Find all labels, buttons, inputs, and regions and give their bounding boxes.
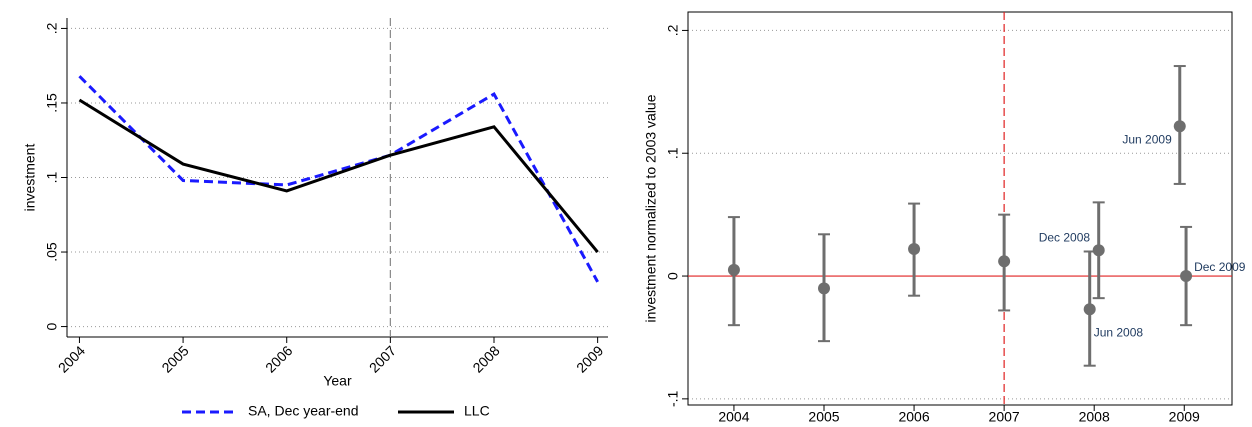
y-tick-label: 0 xyxy=(665,272,681,280)
data-line xyxy=(78,98,599,253)
point xyxy=(908,243,921,256)
point xyxy=(1173,120,1186,133)
legend-label: LLC xyxy=(464,403,490,419)
x-tick-label: 2004 xyxy=(55,342,88,375)
point-label: Dec 2008 xyxy=(1039,230,1091,244)
x-tick-label: 2006 xyxy=(262,342,295,375)
y-tick-label: .15 xyxy=(44,93,60,113)
y-tick-label: .1 xyxy=(44,171,60,183)
legend-label: SA, Dec year-end xyxy=(248,403,359,419)
x-tick-label: 2005 xyxy=(158,342,191,375)
data-line xyxy=(78,75,599,283)
x-tick-label: 2007 xyxy=(989,409,1020,425)
point-label: Jun 2009 xyxy=(1122,132,1172,146)
y-axis-label: investment xyxy=(22,144,38,212)
y-tick-label: .2 xyxy=(44,22,60,34)
y-axis-label: investment normalized to 2003 value xyxy=(643,94,659,322)
point xyxy=(1083,303,1096,316)
x-tick-label: 2008 xyxy=(1079,409,1110,425)
x-tick-label: 2006 xyxy=(898,409,929,425)
x-axis-label: Year xyxy=(323,373,352,389)
y-tick-label: 0 xyxy=(44,322,60,330)
x-tick-label: 2009 xyxy=(1169,409,1200,425)
point-label: Dec 2009 xyxy=(1194,260,1246,274)
point xyxy=(998,255,1011,268)
point xyxy=(1180,270,1193,283)
point xyxy=(818,282,830,295)
x-tick-label: 2009 xyxy=(573,342,606,375)
point xyxy=(1092,244,1105,257)
point-label: Jun 2008 xyxy=(1094,325,1144,339)
x-tick-label: 2008 xyxy=(469,342,502,375)
y-tick-label: -.1 xyxy=(665,390,681,407)
point xyxy=(727,263,740,276)
x-tick-label: 2005 xyxy=(808,409,839,425)
x-tick-label: 2007 xyxy=(366,342,399,375)
y-tick-label: .05 xyxy=(44,242,60,262)
y-tick-label: .1 xyxy=(665,147,681,159)
x-tick-label: 2004 xyxy=(718,409,749,425)
plot-frame xyxy=(687,11,1233,406)
y-tick-label: .2 xyxy=(665,24,681,36)
